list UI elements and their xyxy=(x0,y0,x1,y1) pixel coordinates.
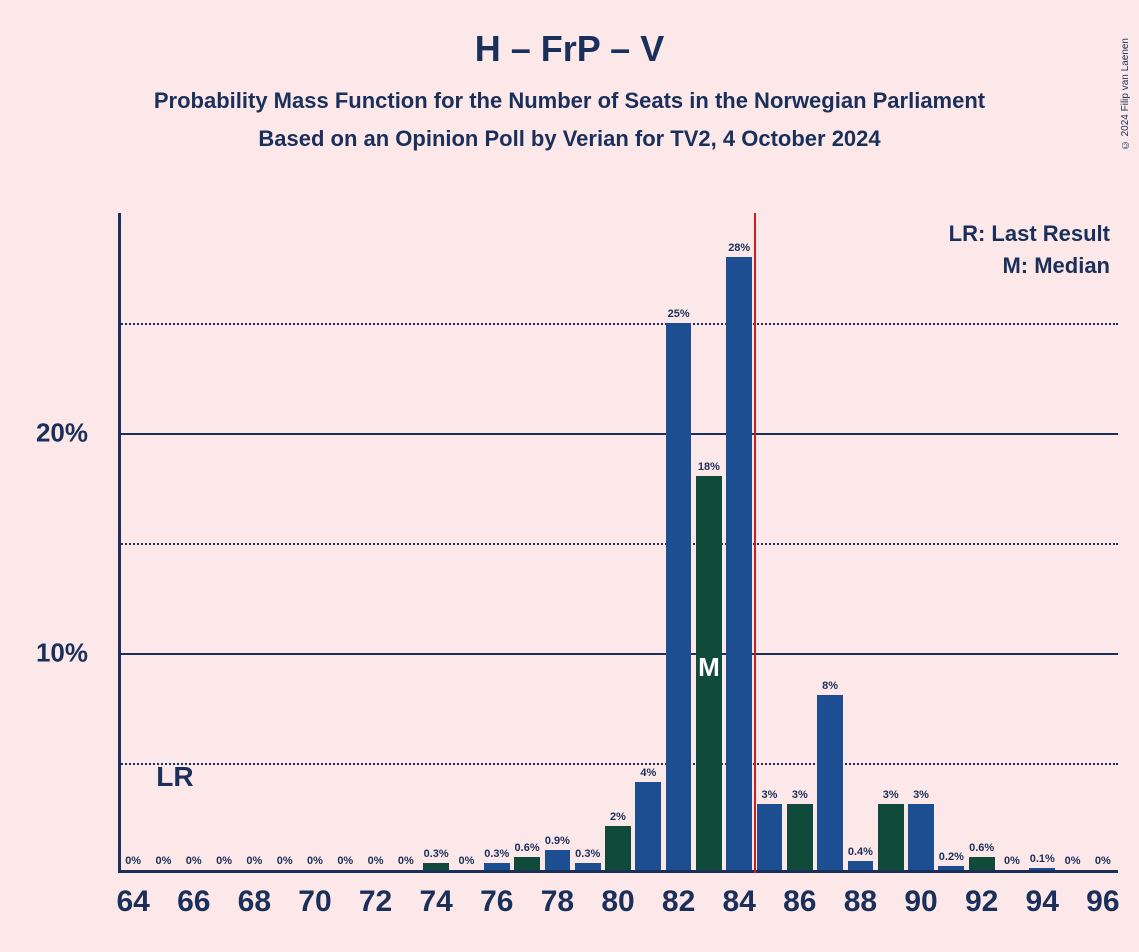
bar-value-label: 18% xyxy=(698,461,720,473)
bar-value-label: 0.6% xyxy=(515,842,540,854)
x-tick-label: 96 xyxy=(1086,885,1119,919)
bar-value-label: 3% xyxy=(792,789,808,801)
bar-value-label: 0% xyxy=(125,855,141,867)
x-tick-label: 72 xyxy=(359,885,392,919)
bar-value-label: 0.1% xyxy=(1030,853,1055,865)
bar-value-label: 2% xyxy=(610,811,626,823)
chart-title: H – FrP – V xyxy=(0,28,1139,70)
x-axis xyxy=(118,870,1118,873)
bar-value-label: 3% xyxy=(913,789,929,801)
bar xyxy=(484,863,510,870)
bar-value-label: 0% xyxy=(1004,855,1020,867)
x-tick-label: 70 xyxy=(298,885,331,919)
bar-value-label: 0.4% xyxy=(848,846,873,858)
x-tick-label: 68 xyxy=(238,885,271,919)
bar-value-label: 0% xyxy=(337,855,353,867)
bar xyxy=(757,804,783,870)
chart-plot-area: 10%20%6466687072747678808284868890929496… xyxy=(118,213,1118,873)
y-tick-label: 10% xyxy=(0,638,88,669)
bar-value-label: 0% xyxy=(398,855,414,867)
legend-lr: LR: Last Result xyxy=(949,221,1110,247)
bar xyxy=(938,866,964,870)
median-line xyxy=(754,213,756,873)
chart-legend: LR: Last Result M: Median xyxy=(949,221,1110,285)
x-tick-label: 82 xyxy=(662,885,695,919)
bar-value-label: 0% xyxy=(246,855,262,867)
x-tick-label: 80 xyxy=(601,885,634,919)
bar-value-label: 0.3% xyxy=(575,848,600,860)
bar xyxy=(605,826,631,870)
gridline-minor xyxy=(118,323,1118,325)
bar-value-label: 0% xyxy=(459,855,475,867)
x-tick-label: 88 xyxy=(844,885,877,919)
bar-value-label: 0% xyxy=(216,855,232,867)
bar-value-label: 8% xyxy=(822,680,838,692)
bar xyxy=(817,695,843,870)
bar xyxy=(666,323,692,871)
bar xyxy=(848,861,874,870)
bar-value-label: 25% xyxy=(668,308,690,320)
chart-subtitle-1: Probability Mass Function for the Number… xyxy=(0,88,1139,114)
bar xyxy=(908,804,934,870)
y-tick-label: 20% xyxy=(0,418,88,449)
bar-value-label: 0.3% xyxy=(424,848,449,860)
bar-value-label: 0% xyxy=(186,855,202,867)
bar-value-label: 0% xyxy=(1065,855,1081,867)
gridline-minor xyxy=(118,763,1118,765)
bar xyxy=(545,850,571,870)
x-tick-label: 84 xyxy=(723,885,756,919)
bar-value-label: 0% xyxy=(307,855,323,867)
bar-value-label: 0% xyxy=(277,855,293,867)
bar-value-label: 4% xyxy=(640,767,656,779)
lr-marker-label: LR xyxy=(156,761,193,793)
gridline-minor xyxy=(118,543,1118,545)
y-axis xyxy=(118,213,121,873)
x-tick-label: 92 xyxy=(965,885,998,919)
bar-value-label: 0.3% xyxy=(484,848,509,860)
x-tick-label: 90 xyxy=(904,885,937,919)
bar xyxy=(423,863,449,870)
copyright-text: © 2024 Filip van Laenen xyxy=(1120,38,1131,150)
bar-value-label: 0% xyxy=(156,855,172,867)
gridline xyxy=(118,653,1118,655)
x-tick-label: 66 xyxy=(177,885,210,919)
median-marker-label: M xyxy=(698,652,720,683)
bar-value-label: 28% xyxy=(728,242,750,254)
bar-value-label: 0% xyxy=(1095,855,1111,867)
bar-value-label: 0.6% xyxy=(969,842,994,854)
chart-subtitle-2: Based on an Opinion Poll by Verian for T… xyxy=(0,126,1139,152)
x-tick-label: 94 xyxy=(1026,885,1059,919)
bar-value-label: 3% xyxy=(883,789,899,801)
bar xyxy=(787,804,813,870)
bar xyxy=(726,257,752,870)
x-tick-label: 86 xyxy=(783,885,816,919)
bar-value-label: 0% xyxy=(368,855,384,867)
x-tick-label: 78 xyxy=(541,885,574,919)
bar-value-label: 0.2% xyxy=(939,851,964,863)
x-tick-label: 76 xyxy=(480,885,513,919)
x-tick-label: 64 xyxy=(116,885,149,919)
bar-value-label: 0.9% xyxy=(545,835,570,847)
gridline xyxy=(118,433,1118,435)
legend-m: M: Median xyxy=(949,253,1110,279)
bar-value-label: 3% xyxy=(762,789,778,801)
bar xyxy=(1029,868,1055,870)
bar xyxy=(635,782,661,870)
bar xyxy=(878,804,904,870)
bar xyxy=(969,857,995,870)
x-tick-label: 74 xyxy=(419,885,452,919)
bar xyxy=(575,863,601,870)
bar xyxy=(514,857,540,870)
